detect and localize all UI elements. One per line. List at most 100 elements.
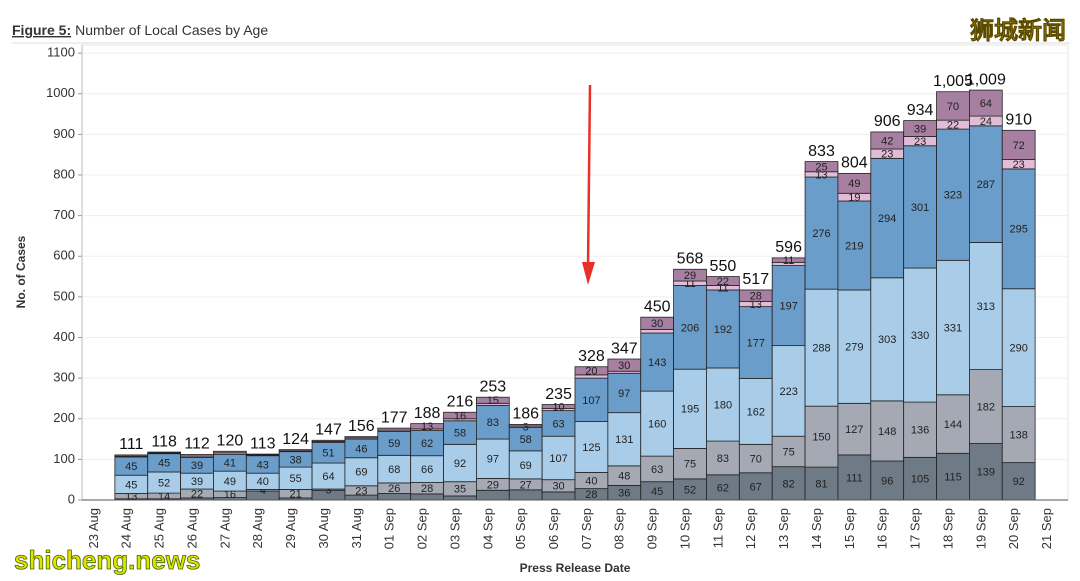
bar-segment (541, 410, 576, 437)
y-tick-label: 700 (53, 207, 75, 222)
bar-segment (804, 176, 839, 290)
bar-segment (508, 450, 543, 480)
bar-segment (443, 495, 477, 501)
segment-label: 11 (717, 283, 728, 295)
segment-label: 127 (845, 424, 863, 436)
y-tick-label: 0 (68, 491, 75, 506)
segment-label: 294 (878, 213, 896, 225)
x-tick-label: 24 Aug (119, 508, 134, 549)
bar-segment (377, 427, 412, 431)
segment-label: 143 (648, 357, 666, 369)
y-tick-label: 100 (53, 451, 75, 466)
segment-label: 49 (224, 476, 236, 488)
segment-label: 301 (911, 202, 929, 214)
segment-label: 63 (651, 464, 663, 476)
segment-label: 197 (779, 301, 797, 313)
segment-label: 11 (783, 255, 794, 267)
segment-label: 63 (552, 418, 564, 430)
bar-segment (804, 288, 839, 407)
bar-segment (870, 460, 905, 501)
segment-label: 23 (914, 136, 926, 148)
segment-label: 13 (815, 169, 827, 181)
segment-label: 39 (914, 123, 926, 135)
total-label: 177 (381, 409, 408, 426)
x-tick-label: 10 Sep (677, 508, 692, 549)
segment-label: 331 (944, 322, 962, 334)
segment-label: 41 (224, 458, 236, 470)
bar-segment (213, 450, 247, 454)
segment-label: 22 (191, 488, 203, 500)
y-tick-label: 1000 (46, 85, 75, 100)
segment-label: 30 (651, 318, 663, 330)
segment-label: 13 (421, 421, 433, 433)
x-tick-label: 30 Aug (316, 508, 331, 549)
segment-label: 131 (615, 434, 633, 446)
segment-label: 3 (523, 422, 529, 434)
x-tick-label: 16 Sep (875, 508, 890, 549)
total-label: 1,009 (966, 71, 1006, 88)
segment-label: 64 (322, 471, 334, 483)
segment-label: 115 (944, 472, 962, 484)
x-tick-label: 04 Sep (480, 508, 495, 549)
segment-label: 97 (618, 388, 630, 400)
bar-segment (903, 267, 937, 403)
bar-segment (673, 368, 707, 449)
x-tick-label: 02 Sep (415, 508, 430, 549)
segment-label: 28 (750, 291, 762, 303)
segment-label: 45 (125, 479, 137, 491)
plot-area: 0 100 200 300 400 500 600 700 800 900 1000 1100 23 A… (46, 44, 1069, 549)
segment-label: 25 (815, 162, 827, 174)
bar-segment (475, 396, 510, 404)
bar-segment (245, 453, 280, 456)
segment-label: 26 (388, 483, 400, 495)
segment-label: 138 (1010, 430, 1028, 442)
segment-label: 10 (552, 401, 564, 413)
segment-label: 279 (845, 342, 863, 354)
bar-segment (475, 489, 510, 501)
y-tick-label: 200 (53, 410, 75, 425)
y-tick-label: 400 (53, 329, 75, 344)
title-text: Number of Local Cases by Age (75, 22, 268, 38)
segment-label: 323 (944, 190, 962, 202)
total-label: 112 (184, 436, 210, 453)
segment-label: 3 (325, 485, 331, 497)
bar-segment (180, 454, 214, 457)
total-label: 347 (611, 340, 638, 357)
x-tick-label: 25 Aug (152, 508, 167, 549)
segment-label: 290 (1010, 343, 1028, 355)
segment-label: 180 (714, 399, 732, 411)
segment-label: 139 (977, 467, 995, 479)
segment-label: 36 (618, 488, 630, 500)
segment-label: 23 (355, 485, 367, 497)
segment-label: 19 (848, 192, 860, 204)
segment-label: 144 (944, 419, 962, 431)
bar-segment (804, 405, 839, 468)
total-label: 113 (250, 435, 276, 452)
total-label: 517 (742, 271, 769, 288)
segment-label: 66 (421, 464, 433, 476)
chart-title: Figure 5: Number of Local Cases by Age (12, 22, 268, 38)
x-tick-label: 13 Sep (776, 508, 791, 549)
segment-label: 40 (257, 476, 269, 488)
bar-segment (508, 424, 543, 427)
segment-label: 64 (980, 98, 992, 110)
segment-label: 287 (977, 179, 995, 191)
arrow-shaft (586, 84, 592, 269)
segment-label: 45 (651, 486, 663, 498)
total-label: 450 (644, 298, 671, 315)
total-label: 120 (217, 432, 244, 449)
segment-label: 92 (454, 458, 466, 470)
segment-label: 22 (947, 120, 959, 132)
y-tick-label: 500 (53, 288, 75, 303)
segment-label: 182 (977, 401, 995, 413)
segment-label: 83 (717, 453, 729, 465)
segment-label: 69 (520, 460, 532, 472)
segment-label: 30 (552, 481, 564, 493)
total-label: 328 (578, 348, 605, 365)
bar-segment (508, 489, 543, 501)
bar-segment (969, 89, 1003, 117)
title-prefix: Figure 5: (12, 22, 71, 38)
x-tick-label: 26 Aug (184, 508, 199, 549)
bar-segment (738, 378, 773, 445)
segment-label: 75 (783, 446, 795, 458)
